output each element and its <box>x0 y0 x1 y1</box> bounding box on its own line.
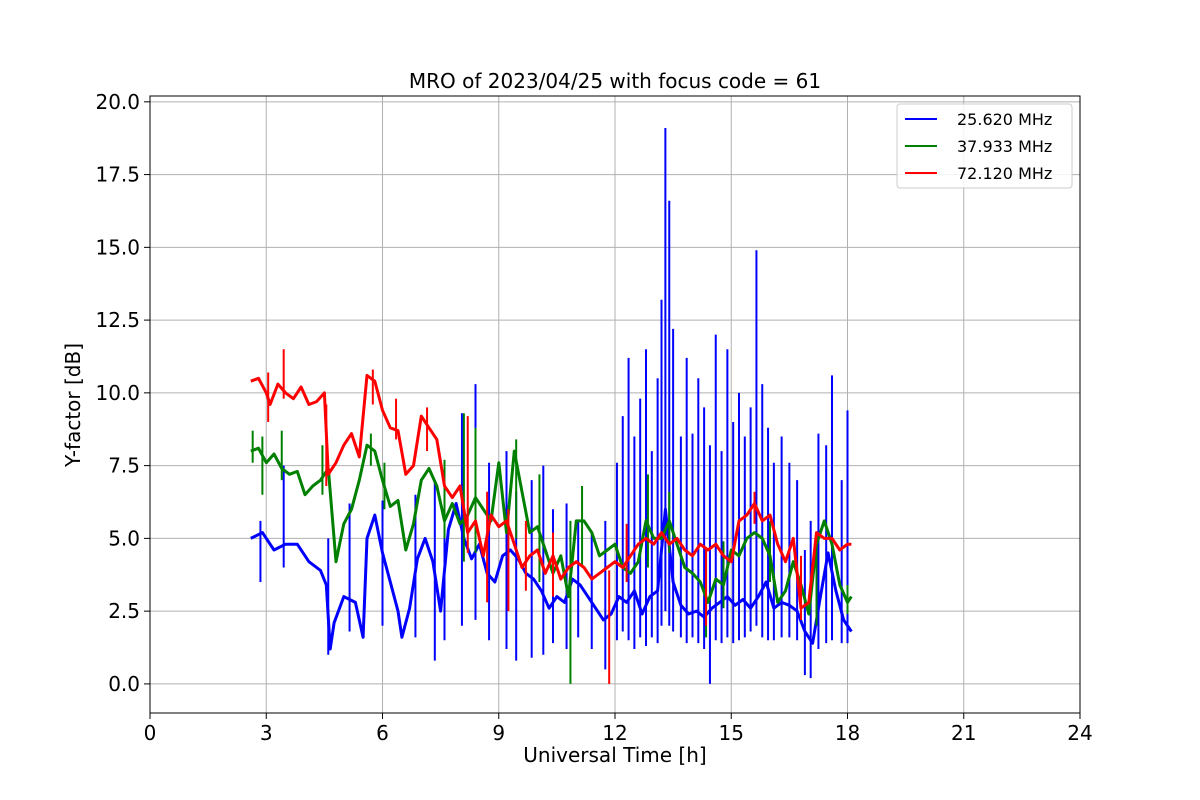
y-axis-label: Y-factor [dB] <box>61 343 85 468</box>
legend-label: 72.120 MHz <box>957 164 1052 183</box>
y-tick-label: 20.0 <box>95 90 140 114</box>
y-tick-label: 17.5 <box>95 163 140 187</box>
series-group <box>250 128 853 684</box>
series-0 <box>250 128 853 684</box>
legend-box <box>896 103 1073 189</box>
y-axis: 0.0 2.5 5.0 7.5 10.0 12.5 15.0 17.5 20.0 <box>95 90 150 696</box>
legend-label: 25.620 MHz <box>957 110 1052 129</box>
legend-label: 37.933 MHz <box>957 137 1052 156</box>
series-line <box>250 502 853 651</box>
series-2 <box>250 349 852 684</box>
x-tick-label: 18 <box>835 721 860 745</box>
x-axis-label: Universal Time [h] <box>523 743 706 767</box>
chart-title: MRO of 2023/04/25 with focus code = 61 <box>409 69 821 93</box>
y-tick-label: 0.0 <box>108 672 140 696</box>
series-line <box>250 373 852 610</box>
y-tick-label: 2.5 <box>108 599 140 623</box>
y-tick-label: 15.0 <box>95 235 140 259</box>
y-tick-label: 12.5 <box>95 308 140 332</box>
x-tick-label: 15 <box>719 721 744 745</box>
x-tick-label: 21 <box>951 721 976 745</box>
legend: 25.620 MHz 37.933 MHz 72.120 MHz <box>896 103 1073 189</box>
x-axis: 0 3 6 9 12 15 18 21 24 <box>144 713 1093 745</box>
x-tick-label: 12 <box>602 721 627 745</box>
y-tick-label: 10.0 <box>95 381 140 405</box>
y-tick-label: 5.0 <box>108 526 140 550</box>
x-tick-label: 3 <box>260 721 273 745</box>
x-tick-label: 9 <box>492 721 505 745</box>
x-tick-label: 6 <box>376 721 389 745</box>
x-tick-label: 0 <box>144 721 157 745</box>
y-tick-label: 7.5 <box>108 454 140 478</box>
x-tick-label: 24 <box>1067 721 1092 745</box>
